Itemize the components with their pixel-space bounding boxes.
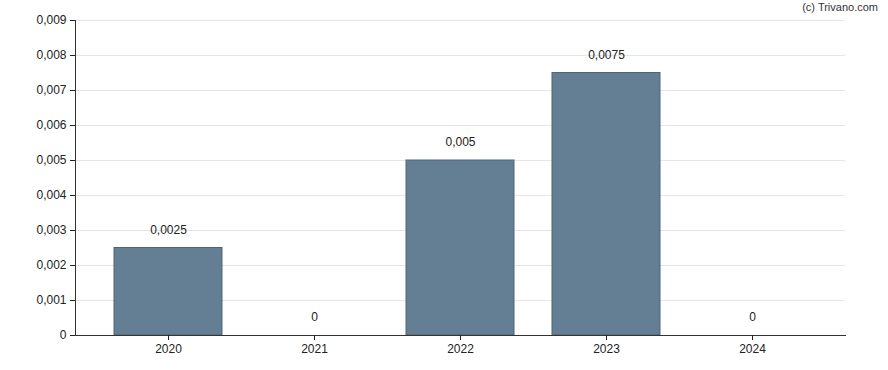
svg-text:0,009: 0,009 <box>36 13 66 27</box>
svg-text:0,001: 0,001 <box>36 293 66 307</box>
html-text:(c) Trivano.com: (c) Trivano.com <box>802 1 878 13</box>
svg-text:2022: 2022 <box>447 342 474 356</box>
svg-text:0,0075: 0,0075 <box>588 48 625 62</box>
svg-text:0: 0 <box>311 310 318 324</box>
svg-text:0,005: 0,005 <box>36 153 66 167</box>
svg-text:2023: 2023 <box>593 342 620 356</box>
svg-text:2021: 2021 <box>301 342 328 356</box>
svg-text:0: 0 <box>60 328 67 342</box>
svg-text:2020: 2020 <box>155 342 182 356</box>
svg-text:0,008: 0,008 <box>36 48 66 62</box>
svg-text:0,004: 0,004 <box>36 188 66 202</box>
svg-text:0,002: 0,002 <box>36 258 66 272</box>
svg-text:0,006: 0,006 <box>36 118 66 132</box>
svg-text:0,007: 0,007 <box>36 83 66 97</box>
svg-text:0,0025: 0,0025 <box>150 223 187 237</box>
svg-text:0,003: 0,003 <box>36 223 66 237</box>
svg-text:2024: 2024 <box>739 342 766 356</box>
svg-text:0,005: 0,005 <box>445 135 475 149</box>
svg-text:0: 0 <box>749 310 756 324</box>
